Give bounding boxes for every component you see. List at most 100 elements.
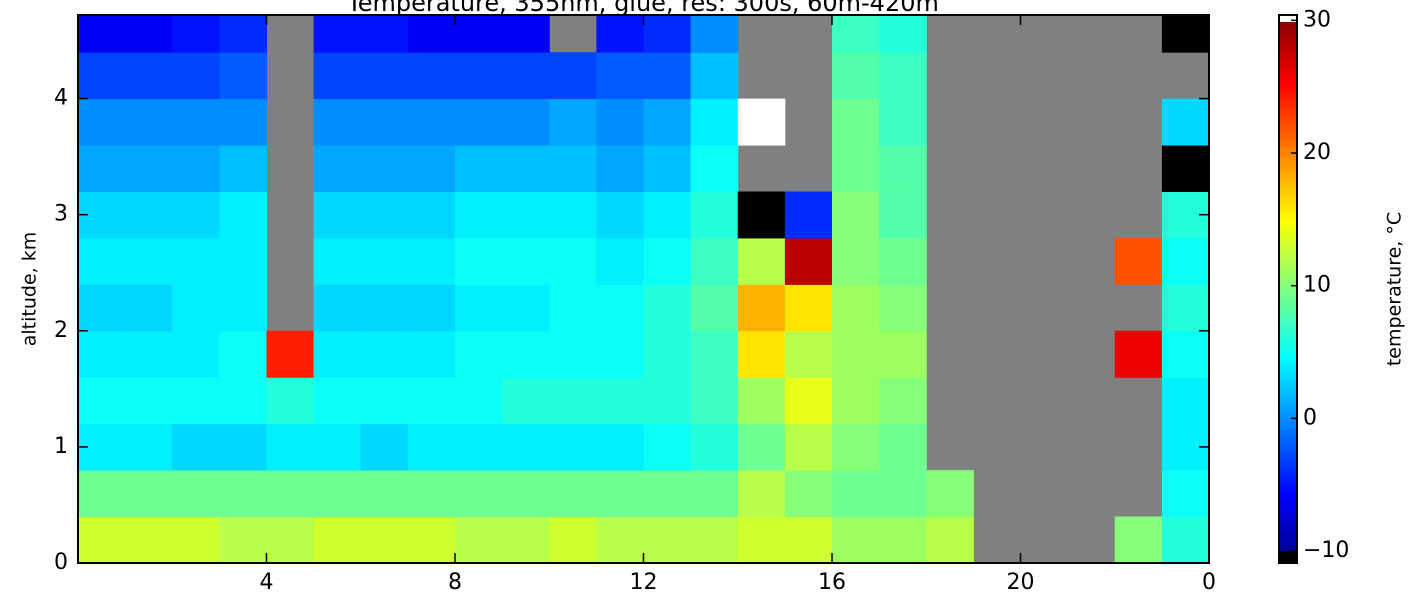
chart-title: Temperature, 355nm, glue, res: 300s, 60m… [346, 0, 939, 17]
cell [737, 237, 786, 285]
colorbar-label: temperature, °C [1384, 212, 1406, 366]
cell [690, 284, 739, 332]
cell [1161, 284, 1209, 332]
cell [879, 423, 927, 471]
cell [172, 377, 220, 425]
cell [832, 145, 880, 192]
cell [455, 98, 503, 146]
cell [407, 330, 456, 378]
cell [737, 516, 786, 563]
cell [455, 470, 503, 518]
cell [455, 237, 503, 285]
cell [1114, 237, 1163, 285]
cell [643, 52, 692, 100]
cell [549, 52, 597, 100]
y-tick-label: 3 [54, 202, 68, 227]
cell [690, 98, 739, 146]
x-tick-label: 4 [260, 570, 274, 595]
cell [78, 237, 126, 285]
cell [313, 237, 362, 285]
cell [784, 284, 833, 332]
y-tick-label: 0 [54, 550, 68, 575]
cell [1161, 470, 1209, 518]
cell [549, 377, 597, 425]
cell [690, 191, 739, 239]
colorbar-under [1279, 551, 1297, 563]
cell [832, 423, 880, 471]
cell [407, 284, 456, 332]
colorbar-tick-label: 20 [1303, 140, 1331, 165]
cell [455, 145, 503, 192]
cell [737, 330, 786, 378]
cell [879, 377, 927, 425]
cell [832, 330, 880, 378]
cell [125, 52, 173, 100]
cell [596, 15, 644, 53]
cell [502, 52, 550, 100]
cell [313, 15, 362, 53]
cell [313, 191, 362, 239]
cell [784, 237, 833, 285]
cell [219, 237, 267, 285]
cell [1161, 330, 1209, 378]
cell [125, 470, 173, 518]
cell [690, 377, 739, 425]
cell [1161, 237, 1209, 285]
cell [549, 423, 597, 471]
cell [549, 330, 597, 378]
cell [219, 145, 267, 192]
cell [125, 237, 173, 285]
cell [219, 330, 267, 378]
cell [737, 284, 786, 332]
cell [78, 52, 126, 100]
cell [690, 52, 739, 100]
cell [643, 15, 692, 53]
cell [879, 284, 927, 332]
cell [455, 423, 503, 471]
cell [313, 284, 362, 332]
cell [360, 98, 409, 146]
cell [219, 516, 267, 563]
colorbar-tick-label: 30 [1303, 7, 1331, 32]
cell [360, 191, 409, 239]
cell [784, 470, 833, 518]
cell [313, 98, 362, 146]
cell [549, 145, 597, 192]
cell [737, 191, 786, 239]
cell [407, 470, 456, 518]
cell [832, 516, 880, 563]
cell [879, 145, 927, 192]
cell [219, 52, 267, 100]
cell [502, 98, 550, 146]
cell [784, 191, 833, 239]
cell [596, 423, 644, 471]
cell [219, 284, 267, 332]
cell [643, 423, 692, 471]
cell [596, 52, 644, 100]
cell [455, 284, 503, 332]
cell [832, 191, 880, 239]
cell [549, 98, 597, 146]
cell [879, 516, 927, 563]
colorbar [1279, 15, 1297, 563]
cell [313, 470, 362, 518]
cell [172, 284, 220, 332]
cell [266, 516, 315, 563]
cell [125, 330, 173, 378]
cell [832, 470, 880, 518]
cell [784, 516, 833, 563]
cell [455, 191, 503, 239]
cell [125, 284, 173, 332]
cell [596, 145, 644, 192]
cell [879, 52, 927, 100]
cell [737, 98, 786, 146]
cell [502, 377, 550, 425]
cell [502, 470, 550, 518]
cell [313, 423, 362, 471]
cell [832, 377, 880, 425]
cell [172, 237, 220, 285]
cell [596, 284, 644, 332]
cell [455, 516, 503, 563]
